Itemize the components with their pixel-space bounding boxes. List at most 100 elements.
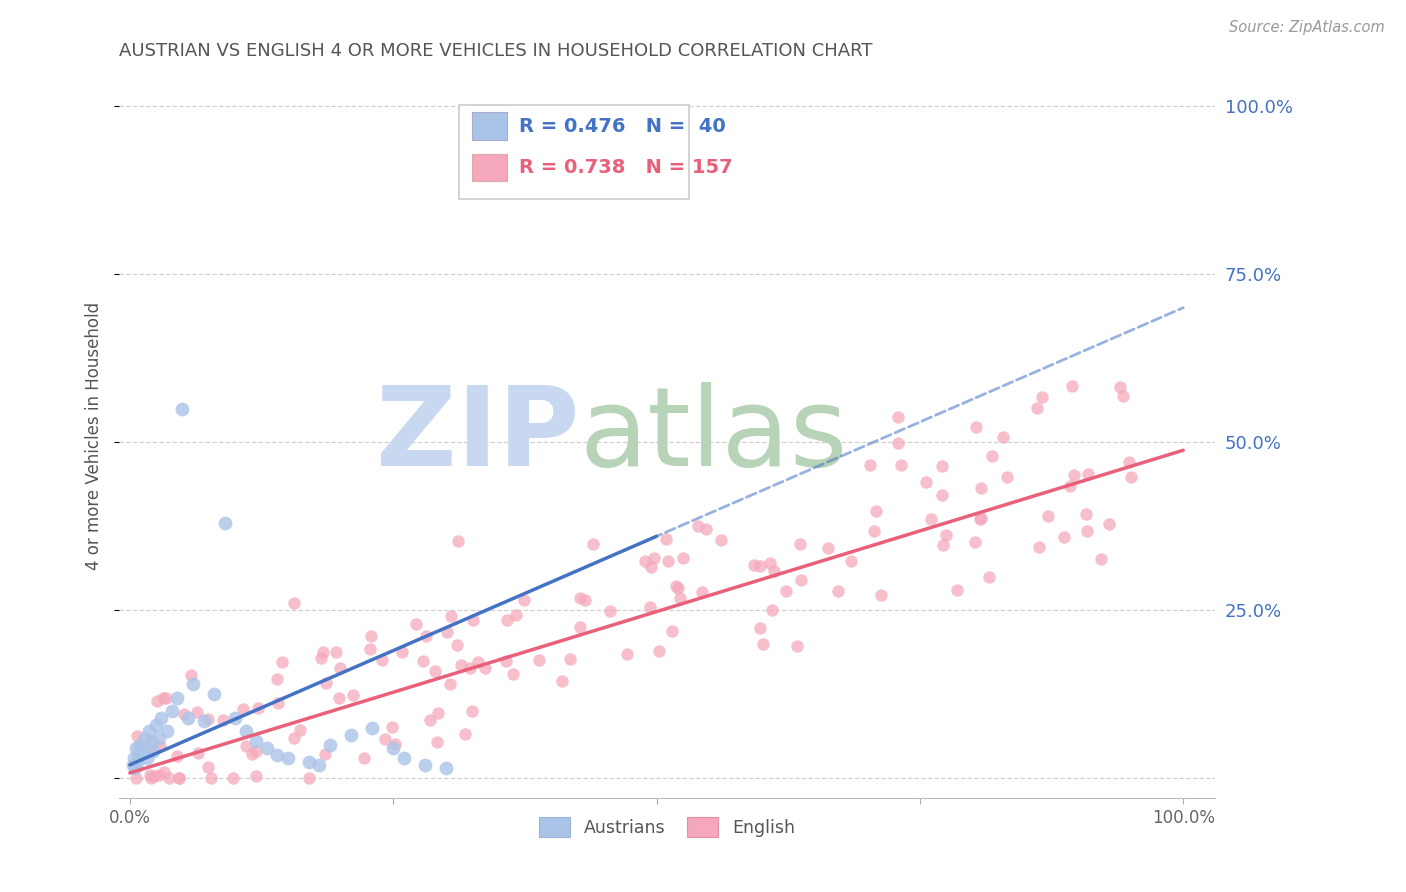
Point xyxy=(970,511,993,525)
FancyBboxPatch shape xyxy=(458,105,689,200)
Point xyxy=(256,741,278,756)
Point xyxy=(129,738,152,752)
Point xyxy=(742,558,765,572)
Point xyxy=(1028,541,1050,555)
Point xyxy=(312,645,335,659)
Point xyxy=(240,747,263,762)
Point xyxy=(139,740,162,755)
Point xyxy=(827,584,849,599)
Point xyxy=(748,558,770,573)
Point xyxy=(991,430,1014,444)
Point xyxy=(314,747,336,761)
Point xyxy=(419,713,441,727)
Point xyxy=(359,642,381,657)
Point xyxy=(1112,389,1135,403)
Point xyxy=(127,747,149,762)
Point xyxy=(145,694,167,708)
Point xyxy=(127,729,149,743)
Point xyxy=(749,621,772,635)
Point xyxy=(887,410,910,425)
Point xyxy=(135,751,157,765)
Point xyxy=(467,655,489,669)
Point xyxy=(173,707,195,722)
Point xyxy=(167,772,190,786)
Point xyxy=(319,738,342,752)
Point xyxy=(224,711,246,725)
Point xyxy=(134,731,156,745)
Point xyxy=(454,727,477,741)
Point xyxy=(665,579,688,593)
Point xyxy=(661,624,683,638)
Point xyxy=(1059,479,1081,493)
Point xyxy=(1090,552,1112,566)
Point xyxy=(384,737,406,751)
Point xyxy=(283,596,305,610)
Point xyxy=(643,550,665,565)
Point xyxy=(124,772,146,786)
Point xyxy=(790,573,813,587)
Point xyxy=(139,768,162,782)
Point xyxy=(1062,379,1084,393)
Point xyxy=(148,731,170,745)
Point xyxy=(669,591,692,606)
Point xyxy=(970,481,993,495)
Point xyxy=(271,655,294,669)
Point xyxy=(634,554,657,568)
Point xyxy=(638,599,661,614)
Point xyxy=(1121,470,1143,484)
Point xyxy=(963,534,986,549)
Point xyxy=(308,757,330,772)
Point xyxy=(710,533,733,547)
Point xyxy=(181,677,204,691)
Point xyxy=(142,769,165,783)
Point xyxy=(887,436,910,450)
FancyBboxPatch shape xyxy=(472,153,508,181)
Text: Source: ZipAtlas.com: Source: ZipAtlas.com xyxy=(1229,20,1385,35)
Point xyxy=(127,755,149,769)
Point xyxy=(202,687,225,701)
Point xyxy=(212,713,235,727)
Point xyxy=(863,524,886,539)
Point xyxy=(328,690,350,705)
Point xyxy=(325,645,347,659)
Point xyxy=(640,560,662,574)
Point xyxy=(391,645,413,659)
Y-axis label: 4 or more Vehicles in Household: 4 or more Vehicles in Household xyxy=(86,301,103,569)
Point xyxy=(247,700,270,714)
Point xyxy=(156,724,179,739)
Point xyxy=(353,750,375,764)
Point xyxy=(235,724,257,739)
Point xyxy=(551,673,574,688)
Point xyxy=(513,592,536,607)
Point xyxy=(935,528,957,542)
Point xyxy=(169,771,191,785)
Point xyxy=(180,668,202,682)
Point xyxy=(145,717,167,731)
Point xyxy=(1031,390,1053,404)
Point xyxy=(995,470,1018,484)
Point xyxy=(187,746,209,760)
Point xyxy=(461,613,484,627)
Point xyxy=(569,620,592,634)
Point xyxy=(138,724,160,739)
Point xyxy=(763,564,786,578)
Point xyxy=(214,516,236,530)
Point xyxy=(695,522,717,536)
Legend: Austrians, English: Austrians, English xyxy=(533,810,801,844)
Point xyxy=(657,554,679,568)
Point xyxy=(426,734,449,748)
Point xyxy=(648,644,671,658)
Point xyxy=(1118,455,1140,469)
Text: R = 0.476   N =  40: R = 0.476 N = 40 xyxy=(519,117,725,136)
Point xyxy=(193,714,215,728)
Point xyxy=(759,556,782,570)
Point xyxy=(1108,379,1130,393)
Point xyxy=(381,719,404,733)
Point xyxy=(946,582,969,597)
Point xyxy=(1076,524,1098,538)
Point xyxy=(122,757,145,772)
Point xyxy=(311,650,333,665)
Point xyxy=(1098,516,1121,531)
Point xyxy=(283,731,305,745)
Point xyxy=(474,661,496,675)
